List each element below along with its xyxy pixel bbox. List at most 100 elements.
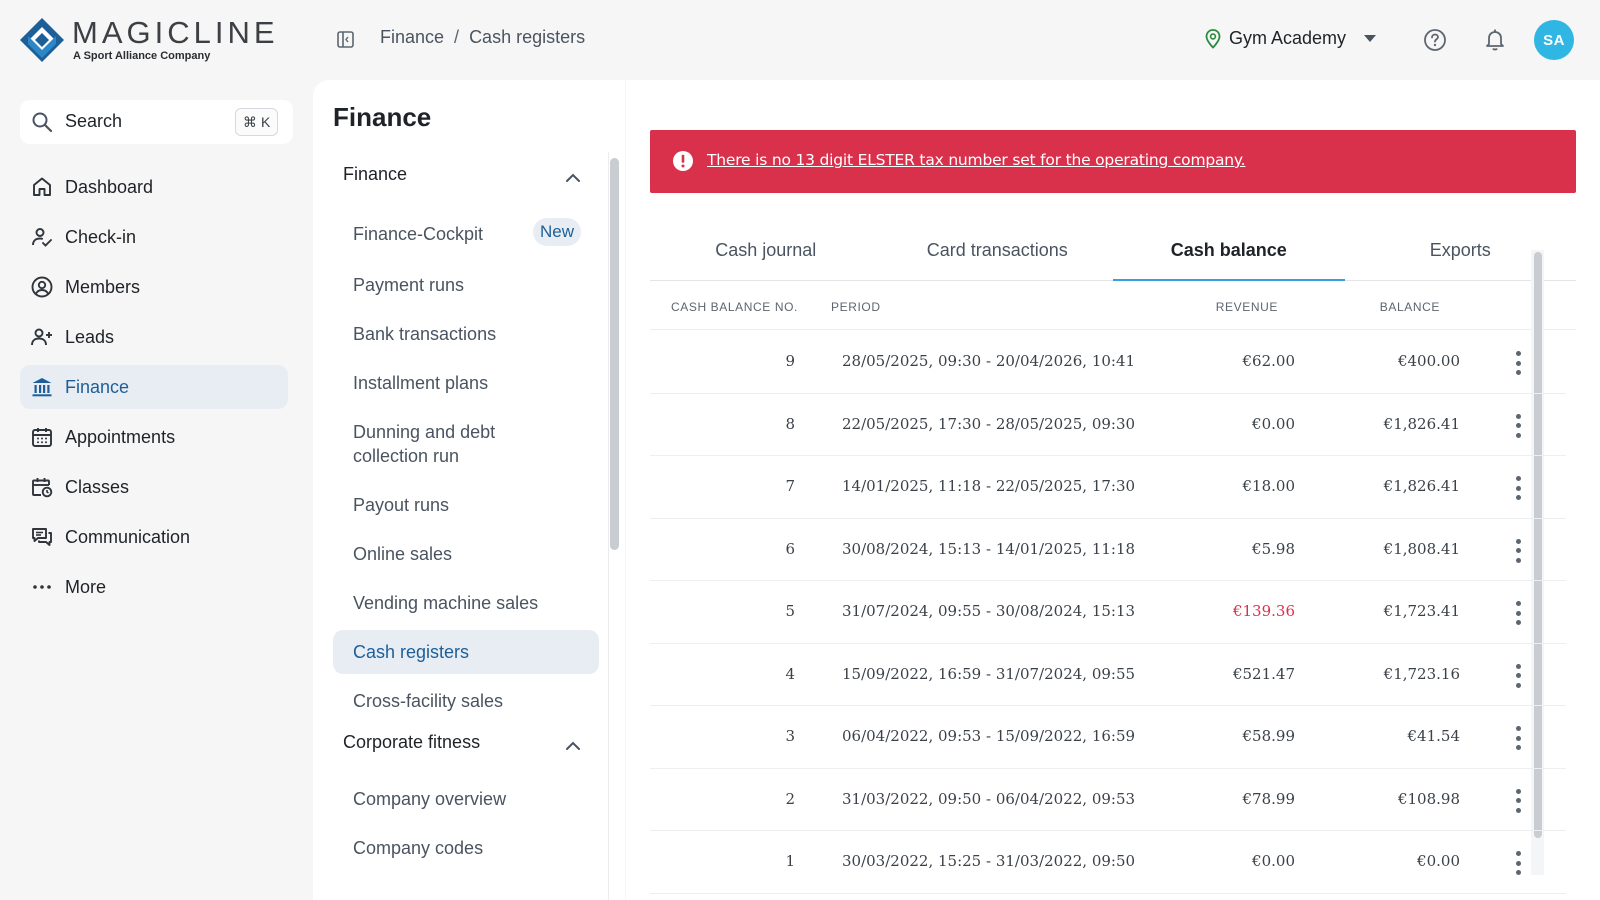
sidebar-toggle-icon[interactable]: [337, 31, 354, 48]
subnav-item-dunning-debt-collection[interactable]: Dunning and debt collection run: [333, 410, 599, 470]
section-corporate-fitness-header[interactable]: Corporate fitness: [343, 732, 481, 752]
brand-tagline: A Sport Alliance Company: [73, 50, 211, 62]
row-actions-kebab-icon[interactable]: [1514, 351, 1522, 375]
column-header-period[interactable]: PERIOD: [831, 300, 881, 314]
table-row[interactable]: 5 31/07/2024, 09:55 - 30/08/2024, 15:13 €1…: [650, 581, 1566, 644]
revenue-cell: €0.00: [1252, 852, 1295, 870]
members-icon: [30, 275, 54, 299]
chat-icon: [30, 525, 54, 549]
home-icon: [30, 175, 54, 199]
subnav-item-payout-runs[interactable]: Payout runs: [333, 483, 599, 527]
subnav-item-payment-runs[interactable]: Payment runs: [333, 263, 599, 307]
cash-balance-number: 9: [785, 352, 795, 370]
bank-icon: [30, 375, 54, 399]
tab-cash-balance[interactable]: Cash balance: [1113, 220, 1345, 281]
subnav-item-label: Company overview: [353, 789, 507, 809]
row-actions-kebab-icon[interactable]: [1514, 538, 1522, 563]
row-actions-kebab-icon[interactable]: [1514, 663, 1522, 688]
subnav-item-company-overview[interactable]: Company overview: [333, 777, 599, 821]
help-icon[interactable]: [1423, 28, 1447, 52]
calendar-icon: [30, 425, 54, 449]
nav-item-label: Dashboard: [65, 176, 154, 197]
subnav-item-bank-transactions[interactable]: Bank transactions: [333, 312, 599, 356]
notifications-bell-icon[interactable]: [1483, 27, 1507, 53]
subnav-item-vending-machine-sales[interactable]: Vending machine sales: [333, 581, 599, 625]
subnav-item-cash-registers[interactable]: Cash registers: [333, 630, 599, 674]
nav-item-appointments[interactable]: Appointments: [20, 415, 288, 459]
chevron-up-icon[interactable]: [565, 738, 581, 750]
nav-item-label: Check-in: [65, 226, 137, 247]
revenue-cell: €18.00: [1242, 477, 1296, 495]
row-actions-kebab-icon[interactable]: [1514, 788, 1522, 813]
subnav-item-label: Bank transactions: [353, 324, 497, 344]
subnav-scrollbar[interactable]: [610, 158, 619, 550]
table-row[interactable]: 8 22/05/2025, 17:30 - 28/05/2025, 09:30 €0…: [650, 394, 1566, 456]
column-header-balance[interactable]: BALANCE: [1379, 300, 1440, 314]
tab-exports[interactable]: Exports: [1429, 239, 1491, 260]
subnav-item-online-sales[interactable]: Online sales: [333, 532, 599, 576]
location-selector[interactable]: Gym Academy: [1205, 28, 1377, 49]
chevron-up-icon[interactable]: [565, 170, 581, 182]
nav-item-check-in[interactable]: Check-in: [20, 215, 288, 259]
row-actions-kebab-icon[interactable]: [1514, 413, 1522, 438]
tab-card-transactions[interactable]: Card transactions: [926, 239, 1068, 260]
table-row[interactable]: 6 30/08/2024, 15:13 - 14/01/2025, 11:18 €5…: [650, 519, 1566, 581]
subnav-item-company-codes[interactable]: Company codes: [333, 826, 599, 870]
cash-balance-number: 8: [785, 414, 795, 433]
period-cell: 30/08/2024, 15:13 - 14/01/2025, 11:18: [842, 539, 1136, 558]
global-search-button[interactable]: Search ⌘ K: [20, 100, 293, 144]
breadcrumb: Finance / Cash registers: [380, 27, 585, 48]
balance-cell: €41.54: [1407, 727, 1461, 745]
balance-cell: €1,826.41: [1383, 477, 1460, 495]
table-row[interactable]: 4 15/09/2022, 16:59 - 31/07/2024, 09:55 €5…: [650, 644, 1566, 706]
period-cell: 28/05/2025, 09:30 - 20/04/2026, 10:41: [842, 352, 1136, 370]
magicline-logo[interactable]: MAGICLINE A Sport Alliance Company: [18, 16, 279, 64]
subnav-item-finance-cockpit[interactable]: Finance-Cockpit New: [333, 212, 599, 256]
user-avatar[interactable]: SA: [1534, 20, 1574, 60]
classes-icon: [30, 475, 54, 499]
more-icon: [30, 575, 54, 599]
cash-balance-table-body: 9 28/05/2025, 09:30 - 20/04/2026, 10:41 €6…: [650, 331, 1566, 900]
shortcut-key: K: [261, 114, 271, 130]
nav-item-leads[interactable]: Leads: [20, 315, 288, 359]
leads-icon: [30, 325, 54, 349]
subnav-title: Finance: [333, 102, 432, 132]
tax-number-alert[interactable]: There is no 13 digit ELSTER tax number s…: [650, 130, 1576, 193]
table-row[interactable]: 3 06/04/2022, 09:53 - 15/09/2022, 16:59 €5…: [650, 706, 1566, 769]
tab-cash-journal[interactable]: Cash journal: [715, 239, 817, 260]
alert-message-link[interactable]: There is no 13 digit ELSTER tax number s…: [707, 151, 1246, 169]
location-name: Gym Academy: [1229, 28, 1347, 48]
nav-item-members[interactable]: Members: [20, 265, 288, 309]
nav-item-classes[interactable]: Classes: [20, 465, 288, 509]
nav-item-communication[interactable]: Communication: [20, 515, 288, 559]
nav-item-dashboard[interactable]: Dashboard: [20, 165, 288, 209]
column-header-revenue[interactable]: REVENUE: [1215, 300, 1278, 314]
row-actions-kebab-icon[interactable]: [1514, 476, 1522, 500]
column-header-cash-balance-no[interactable]: CASH BALANCE NO.: [671, 300, 798, 314]
top-bar: MAGICLINE A Sport Alliance Company Finan…: [0, 0, 1600, 80]
subnav-item-label: Cross-facility sales: [353, 691, 504, 711]
row-actions-kebab-icon[interactable]: [1514, 601, 1522, 625]
table-row[interactable]: 7 14/01/2025, 11:18 - 22/05/2025, 17:30 €1…: [650, 456, 1566, 519]
nav-item-finance[interactable]: Finance: [20, 365, 288, 409]
period-cell: 31/07/2024, 09:55 - 30/08/2024, 15:13: [842, 602, 1136, 620]
table-row[interactable]: 9 28/05/2025, 09:30 - 20/04/2026, 10:41 €6…: [650, 331, 1566, 394]
table-row[interactable]: 1 30/03/2022, 15:25 - 31/03/2022, 09:50 €0…: [650, 831, 1566, 894]
nav-item-label: Members: [65, 276, 141, 297]
nav-item-more[interactable]: More: [20, 565, 288, 609]
table-row[interactable]: 2 31/03/2022, 09:50 - 06/04/2022, 09:53 €7…: [650, 769, 1566, 831]
magicline-logo-mark-icon: [18, 16, 66, 64]
row-actions-kebab-icon[interactable]: [1514, 726, 1522, 750]
chevron-down-icon: [1364, 35, 1377, 42]
cash-balance-number: 7: [785, 477, 795, 495]
row-actions-kebab-icon[interactable]: [1514, 851, 1522, 875]
table-scrollbar[interactable]: [1534, 252, 1542, 838]
balance-cell: €400.00: [1397, 352, 1460, 370]
subnav-item-installment-plans[interactable]: Installment plans: [333, 361, 599, 405]
command-key-symbol: ⌘: [243, 113, 257, 130]
section-finance-header[interactable]: Finance: [343, 164, 408, 184]
subnav-item-cross-facility-sales[interactable]: Cross-facility sales: [333, 679, 599, 723]
revenue-cell: €78.99: [1242, 789, 1296, 808]
breadcrumb-parent[interactable]: Finance: [380, 27, 445, 47]
balance-cell: €1,723.16: [1383, 664, 1460, 683]
